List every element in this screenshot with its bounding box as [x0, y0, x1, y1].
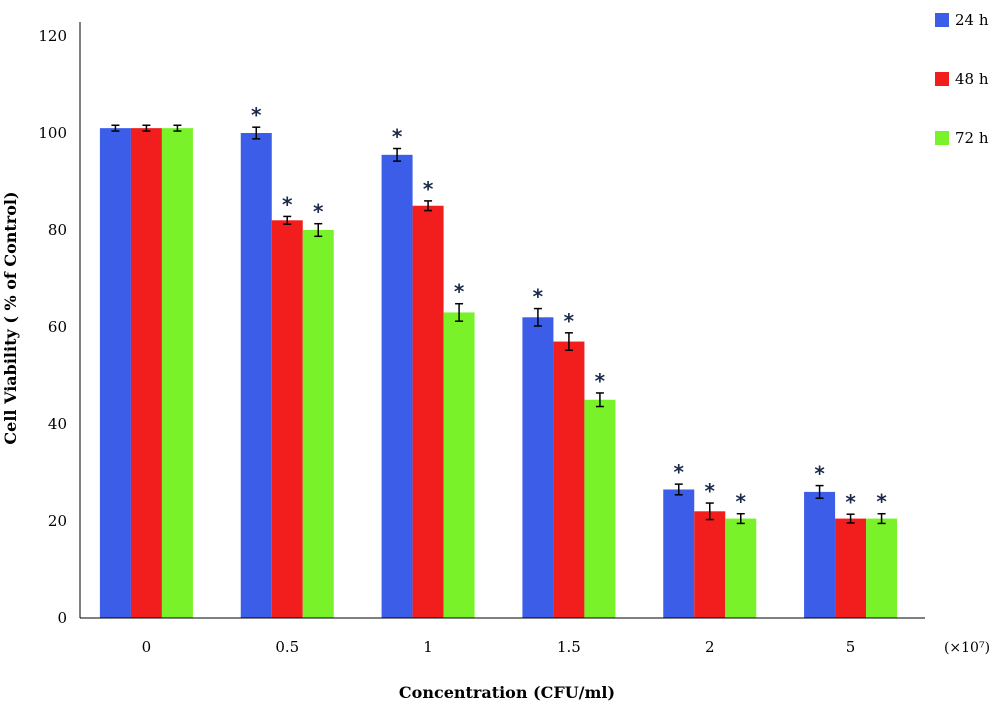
bar	[584, 399, 616, 618]
y-axis: 0 20 40 60 80 100 120	[38, 22, 81, 627]
significance-marker: *	[282, 192, 293, 216]
bar	[522, 317, 554, 618]
bar	[412, 205, 444, 618]
y-tick-label: 0	[57, 609, 67, 627]
x-tick-label: 1.5	[557, 638, 581, 656]
bar	[130, 128, 162, 618]
significance-marker: *	[533, 285, 544, 309]
bar	[443, 312, 475, 618]
y-tick-label: 60	[48, 318, 67, 336]
x-tick-label: 2	[705, 638, 715, 656]
significance-marker: *	[876, 490, 887, 514]
legend-swatch	[935, 13, 949, 27]
bar	[240, 133, 272, 618]
bar	[553, 341, 585, 618]
x-tick-label: 0.5	[275, 638, 299, 656]
bar	[381, 154, 413, 618]
bar	[271, 220, 303, 619]
y-tick-label: 100	[38, 124, 67, 142]
legend: 24 h 48 h 72 h	[935, 11, 989, 147]
significance-marker: *	[392, 125, 403, 149]
y-tick-label: 20	[48, 512, 67, 530]
bar	[804, 491, 836, 618]
significance-marker: *	[595, 369, 606, 393]
x-axis-unit-note: (×10⁷)	[944, 640, 990, 656]
significance-marker: *	[674, 460, 685, 484]
legend-swatch	[935, 131, 949, 145]
legend-label: 48 h	[955, 70, 989, 88]
x-axis-title: Concentration (CFU/ml)	[399, 683, 615, 702]
bar	[302, 230, 334, 618]
significance-marker: *	[454, 280, 465, 304]
y-tick-label: 80	[48, 221, 67, 239]
y-tick-label: 120	[38, 27, 67, 45]
bar	[694, 511, 726, 618]
x-tick-label: 0	[142, 638, 152, 656]
significance-marker: *	[564, 309, 575, 333]
y-axis-title: Cell Viability ( % of Control)	[1, 191, 20, 444]
significance-marker: *	[423, 177, 434, 201]
legend-swatch	[935, 72, 949, 86]
x-tick-label: 1	[423, 638, 433, 656]
y-tick-label: 40	[48, 415, 67, 433]
significance-marker: *	[313, 200, 324, 224]
x-axis: 0 0.5 1 1.5 2 5	[80, 617, 925, 656]
bar	[725, 518, 757, 618]
bars: * * * * * * * * * * * * * * *	[99, 103, 898, 619]
legend-label: 72 h	[955, 129, 989, 147]
significance-marker: *	[814, 462, 825, 486]
significance-marker: *	[705, 479, 716, 503]
x-tick-label: 5	[846, 638, 856, 656]
significance-marker: *	[845, 490, 856, 514]
bar	[99, 128, 131, 618]
bar	[835, 518, 867, 618]
legend-label: 24 h	[955, 11, 989, 29]
significance-marker: *	[251, 103, 262, 127]
significance-marker: *	[736, 490, 747, 514]
bar	[161, 128, 193, 618]
bar	[663, 489, 695, 618]
bar	[866, 518, 898, 618]
